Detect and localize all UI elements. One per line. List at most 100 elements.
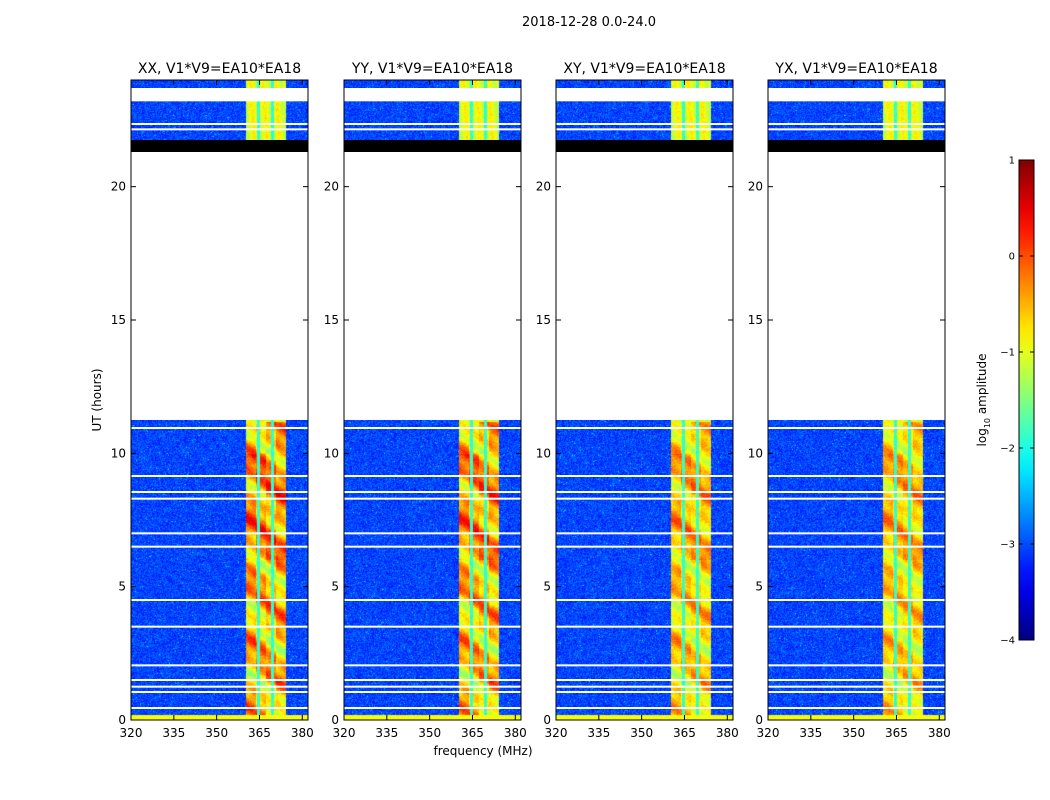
x-tick-label: 380	[928, 726, 951, 740]
y-tick-label: 0	[755, 713, 763, 727]
y-tick-label: 15	[324, 313, 339, 327]
flagged-row	[344, 707, 521, 709]
x-tick-label: 320	[120, 726, 143, 740]
x-tick-label: 320	[545, 726, 568, 740]
panels-group: XX, V1*V9=EA10*EA18 320 335 350 365 380 0 5 10 15…	[111, 61, 951, 740]
x-tick-label: 320	[757, 726, 780, 740]
flagged-row	[131, 599, 308, 601]
x-tick-label: 380	[291, 726, 314, 740]
colorbar-tick-label: −3	[1000, 540, 1015, 551]
flagged-row	[768, 664, 945, 667]
flagged-row	[131, 691, 308, 693]
flagged-row	[768, 707, 945, 709]
flagged-row	[131, 491, 308, 493]
flagged-row	[556, 475, 733, 477]
y-tick-label: 20	[748, 180, 763, 194]
flagged-row	[344, 123, 521, 125]
flagged-row	[768, 691, 945, 693]
flagged-row	[344, 128, 521, 131]
no-data-region	[556, 88, 733, 102]
flagged-row	[556, 664, 733, 667]
panel-yy: YY, V1*V9=EA10*EA18 320 335 350 365 380 0 5 10 15…	[324, 61, 527, 740]
panel-yx: YX, V1*V9=EA10*EA18 320 335 350 365 380 0 5 10 15…	[748, 61, 951, 740]
x-axis-label: frequency (MHz)	[433, 744, 532, 758]
flagged-row	[556, 599, 733, 601]
y-tick-label: 10	[324, 446, 339, 460]
panel-frame	[767, 79, 946, 721]
flagged-row	[768, 128, 945, 131]
flagged-row	[556, 679, 733, 681]
flagged-row	[768, 532, 945, 535]
flagged-row	[131, 475, 308, 477]
flagged-row	[768, 491, 945, 493]
panel-frame	[343, 79, 522, 721]
colorbar-scale	[1018, 159, 1035, 641]
y-tick-label: 0	[118, 713, 126, 727]
figure-title: 2018-12-28 0.0-24.0	[522, 15, 656, 30]
panel-title: XY, V1*V9=EA10*EA18	[563, 61, 725, 77]
flagged-row	[344, 491, 521, 493]
panel-xy: XY, V1*V9=EA10*EA18 320 335 350 365 380 0 5 10 15…	[536, 61, 739, 740]
panel-frame	[130, 79, 309, 721]
x-tick-label: 350	[842, 726, 865, 740]
y-tick-label: 5	[118, 580, 126, 594]
x-tick-label: 350	[630, 726, 653, 740]
flagged-row	[556, 707, 733, 709]
y-tick-label: 20	[324, 180, 339, 194]
y-tick-label: 20	[111, 180, 126, 194]
flagged-row	[131, 679, 308, 681]
y-tick-label: 5	[331, 580, 339, 594]
no-data-region	[768, 88, 945, 102]
panel-title: XX, V1*V9=EA10*EA18	[138, 61, 301, 77]
x-tick-label: 350	[418, 726, 441, 740]
flagged-black-region	[556, 140, 733, 152]
flagged-row	[556, 545, 733, 548]
x-tick-label: 365	[248, 726, 271, 740]
flagged-row	[556, 625, 733, 628]
x-tick-label: 350	[205, 726, 228, 740]
flagged-row	[768, 679, 945, 681]
x-tick-label: 335	[375, 726, 398, 740]
flagged-row	[131, 664, 308, 667]
flagged-row	[556, 491, 733, 493]
panel-title: YX, V1*V9=EA10*EA18	[774, 61, 937, 77]
flagged-row	[344, 685, 521, 688]
no-data-region	[344, 152, 521, 420]
colorbar-label: log10 amplitude	[975, 354, 992, 447]
flagged-row	[131, 128, 308, 131]
flagged-row	[556, 123, 733, 125]
flagged-row	[131, 685, 308, 688]
y-tick-label: 0	[331, 713, 339, 727]
colorbar-tick-label: 1	[1009, 156, 1015, 167]
flagged-row	[768, 497, 945, 500]
flagged-row	[768, 625, 945, 628]
flagged-row	[768, 545, 945, 548]
flagged-row	[344, 691, 521, 693]
flagged-row	[768, 427, 945, 429]
panel-title: YY, V1*V9=EA10*EA18	[351, 61, 513, 77]
colorbar-tick-label: −2	[1000, 444, 1015, 455]
y-tick-label: 5	[543, 580, 551, 594]
flagged-row	[131, 625, 308, 628]
x-tick-label: 365	[461, 726, 484, 740]
y-axis-label: UT (hours)	[90, 368, 104, 431]
flagged-row	[131, 545, 308, 548]
flagged-black-region	[768, 140, 945, 152]
flagged-row	[131, 123, 308, 125]
flagged-row	[344, 475, 521, 477]
x-tick-label: 335	[587, 726, 610, 740]
flagged-row	[131, 427, 308, 429]
flagged-row	[768, 475, 945, 477]
no-data-region	[131, 152, 308, 420]
flagged-row	[344, 679, 521, 681]
flagged-row	[131, 532, 308, 535]
flagged-row	[344, 532, 521, 535]
x-tick-label: 380	[716, 726, 739, 740]
flagged-row	[344, 545, 521, 548]
flagged-row	[556, 532, 733, 535]
colorbar: −4 −3 −2 −1 0 1 log10 amplitude	[975, 156, 1035, 647]
flagged-black-region	[344, 140, 521, 152]
y-tick-label: 5	[755, 580, 763, 594]
y-tick-label: 15	[111, 313, 126, 327]
